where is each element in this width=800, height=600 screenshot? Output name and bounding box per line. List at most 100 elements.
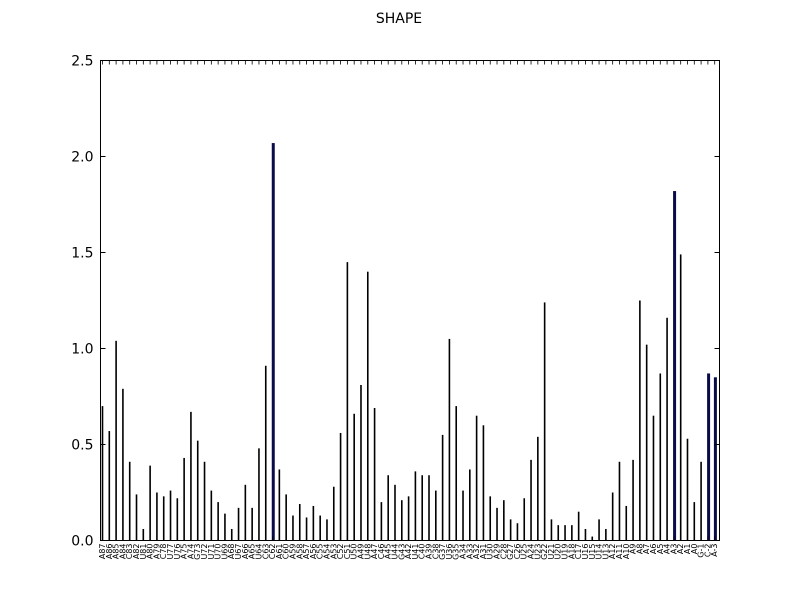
bar-C26 xyxy=(516,523,519,541)
x-tick-label: A59 xyxy=(288,544,297,560)
bar-U44 xyxy=(394,484,396,541)
bar-A80 xyxy=(149,465,151,541)
bar-U36 xyxy=(448,338,451,541)
bar-A5 xyxy=(659,373,662,541)
x-tick-label: U13 xyxy=(601,544,610,560)
bar-A3 xyxy=(673,191,677,541)
x-tick-label: A66 xyxy=(241,544,250,560)
x-tick-label: A54 xyxy=(322,544,331,560)
bar-U76 xyxy=(176,498,179,541)
bar-A82 xyxy=(135,494,138,541)
x-tick-label: A80 xyxy=(146,544,155,560)
x-tick-label: A86 xyxy=(105,544,114,560)
x-tick-label: A47 xyxy=(370,544,379,560)
x-tick-label: C52 xyxy=(336,544,345,560)
x-tick-label: C46 xyxy=(377,544,386,560)
bar-G27 xyxy=(509,519,512,541)
bar-A61 xyxy=(278,469,281,541)
bar-C52 xyxy=(339,432,342,541)
y-tick-label: 1.5 xyxy=(71,246,93,262)
bar-C17 xyxy=(577,511,580,541)
bar-A74 xyxy=(190,411,192,541)
bar-A31 xyxy=(482,425,485,541)
chart-title: SHAPE xyxy=(376,11,422,27)
x-tick-label: C40 xyxy=(418,544,427,560)
bar-A18 xyxy=(571,525,573,541)
bar-G22 xyxy=(543,302,546,541)
x-tick-label: A9 xyxy=(629,544,638,555)
x-tick-label: G22 xyxy=(540,544,549,560)
x-axis: A87A86A85A84C83A82U81A80A79C78U77U76A75A… xyxy=(98,60,719,560)
bar-G73 xyxy=(196,440,199,541)
bar-U14 xyxy=(598,519,600,541)
x-tick-label: U44 xyxy=(390,544,399,560)
bar-A1 xyxy=(686,438,689,541)
x-tick-label: A11 xyxy=(615,544,624,560)
bar-G35 xyxy=(455,406,458,541)
x-tick-label: A24 xyxy=(527,544,536,560)
bar-C78 xyxy=(162,496,165,541)
x-tick-label: C63 xyxy=(261,544,270,560)
bar-C63 xyxy=(264,365,267,541)
bar-C51 xyxy=(346,262,349,541)
bar-G-1 xyxy=(700,461,702,541)
x-tick-label: U25 xyxy=(520,544,529,560)
x-tick-label: A65 xyxy=(248,544,257,560)
bar-A45 xyxy=(387,475,389,541)
x-tick-label: A1 xyxy=(683,544,692,555)
bar-A32 xyxy=(475,415,478,541)
bar-A10 xyxy=(625,505,628,541)
x-tick-label: U81 xyxy=(139,544,148,560)
bar-A54 xyxy=(326,519,328,541)
bar-U13 xyxy=(605,528,607,541)
x-tick-label: U14 xyxy=(595,544,604,560)
x-tick-label: A4 xyxy=(663,544,672,555)
x-tick-label: C83 xyxy=(125,544,134,560)
x-tick-label: A79 xyxy=(152,544,161,560)
x-tick-label: C55 xyxy=(316,544,325,560)
bar-C62 xyxy=(271,143,275,541)
x-tick-label: A85 xyxy=(112,544,121,560)
bar-A-3 xyxy=(713,377,717,541)
bar-C46 xyxy=(380,502,383,541)
bar-A11 xyxy=(618,461,621,541)
bar-C40 xyxy=(421,475,424,541)
bar-A87 xyxy=(101,406,104,541)
bar-U16 xyxy=(584,528,587,541)
bar-C55 xyxy=(319,515,321,541)
x-tick-label: A61 xyxy=(275,544,284,560)
x-tick-label: A68 xyxy=(227,544,236,560)
bar-U25 xyxy=(523,498,526,541)
x-tick-label: C26 xyxy=(513,544,522,560)
x-tick-label: U77 xyxy=(166,544,175,560)
x-tick-label: A58 xyxy=(295,544,304,560)
x-tick-label: C62 xyxy=(268,544,277,560)
bar-A47 xyxy=(373,408,376,541)
x-tick-label: U70 xyxy=(214,544,223,560)
y-tick-label: 2.5 xyxy=(71,54,93,70)
bar-U23 xyxy=(537,436,539,541)
bar-U81 xyxy=(142,528,145,541)
bar-C28 xyxy=(503,500,505,541)
x-tick-label: A18 xyxy=(567,544,576,560)
y-tick-label: 0.0 xyxy=(71,534,93,550)
x-tick-label: A75 xyxy=(180,544,189,560)
bar-U19 xyxy=(564,525,566,541)
x-tick-label: C60 xyxy=(282,544,291,560)
y-tick-label: 1.0 xyxy=(71,342,93,358)
x-tick-label: A31 xyxy=(479,544,488,560)
bar-A58 xyxy=(298,504,301,541)
y-tick-label: 2.0 xyxy=(71,150,93,166)
bar-C-2 xyxy=(707,373,711,541)
x-tick-label: A34 xyxy=(459,544,468,560)
bar-A24 xyxy=(530,459,532,541)
bar-A75 xyxy=(183,457,185,541)
bar-U71 xyxy=(210,490,213,541)
x-tick-label: G43 xyxy=(397,544,406,560)
bar-A66 xyxy=(244,484,247,541)
x-tick-label: A53 xyxy=(329,544,338,560)
x-tick-label: G27 xyxy=(506,544,515,560)
bar-U64 xyxy=(258,448,260,541)
x-tick-label: A0 xyxy=(690,544,699,555)
